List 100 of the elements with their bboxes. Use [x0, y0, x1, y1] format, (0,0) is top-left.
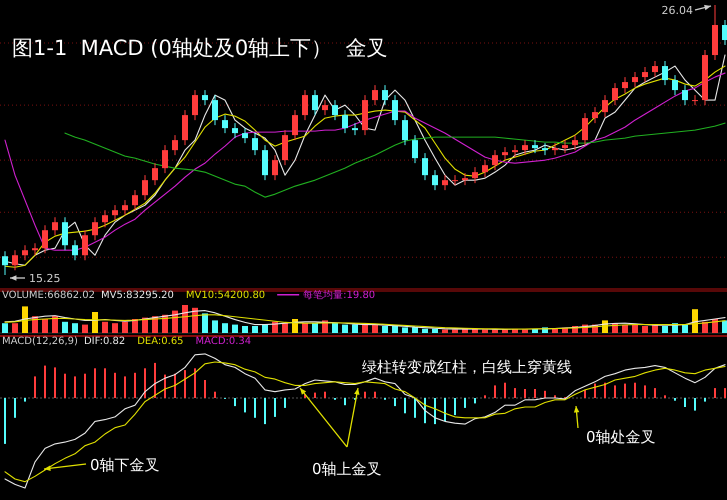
- bar: [524, 389, 526, 398]
- candlestick: [562, 140, 568, 154]
- candlestick: [252, 132, 258, 156]
- bar: [82, 324, 88, 333]
- bar: [122, 322, 128, 333]
- candlestick: [642, 66, 648, 83]
- bar: [374, 392, 376, 398]
- bar: [414, 398, 416, 418]
- bar: [482, 330, 488, 333]
- bar: [24, 398, 26, 402]
- bar: [404, 398, 406, 414]
- bar: [144, 368, 146, 398]
- candlestick: [682, 84, 688, 106]
- bar: [242, 326, 248, 333]
- candlestick: [512, 144, 518, 158]
- candlestick: [502, 146, 508, 161]
- bar: [22, 306, 28, 333]
- candlestick: [612, 82, 618, 106]
- bar: [132, 319, 138, 333]
- bar: [662, 326, 668, 333]
- bar: [382, 326, 388, 333]
- bar: [344, 398, 346, 406]
- bar: [714, 388, 716, 398]
- bar: [674, 398, 676, 401]
- bar: [112, 323, 118, 333]
- chart-title: VOLUME:66862.02: [2, 290, 95, 301]
- bar: [74, 376, 76, 398]
- candlestick: [142, 174, 148, 201]
- series-label: MV10:54200.80: [186, 290, 266, 301]
- annotation: 15.25: [29, 272, 60, 285]
- candlestick: [212, 94, 218, 126]
- bar: [504, 382, 506, 398]
- candlestick: [352, 122, 358, 136]
- bar: [402, 327, 408, 333]
- bar: [544, 390, 546, 398]
- candlestick: [402, 114, 408, 146]
- candlestick: [242, 128, 248, 144]
- bar: [314, 392, 316, 398]
- bar: [54, 367, 56, 398]
- candlestick: [542, 142, 548, 156]
- bar: [684, 398, 686, 407]
- bar: [72, 323, 78, 333]
- bar: [212, 320, 218, 333]
- bar: [234, 398, 236, 406]
- candlestick: [52, 216, 58, 236]
- bar: [654, 388, 656, 398]
- bar: [34, 376, 36, 398]
- bar: [594, 384, 596, 398]
- bar: [94, 368, 96, 398]
- candlestick: [332, 100, 338, 121]
- candlestick: [272, 154, 278, 181]
- text: DIF:0.82: [84, 336, 126, 347]
- candlestick: [42, 224, 48, 254]
- bar: [44, 366, 46, 398]
- text: 每笔均量:19.80: [303, 289, 376, 301]
- candlestick: [522, 140, 528, 156]
- candlestick: [722, 20, 727, 46]
- bar: [364, 392, 366, 398]
- candlestick: [672, 74, 678, 96]
- bar: [214, 392, 216, 398]
- bar: [724, 388, 726, 398]
- bar: [682, 324, 688, 333]
- bar: [642, 326, 648, 333]
- candlestick: [92, 216, 98, 241]
- candlestick: [222, 114, 228, 134]
- bar: [84, 374, 86, 398]
- text: MACD:0.34: [196, 336, 252, 347]
- bar: [664, 395, 666, 398]
- candlestick: [122, 200, 128, 216]
- bar: [604, 382, 606, 398]
- candlestick: [452, 174, 458, 186]
- bar: [362, 324, 368, 333]
- text: DEA:0.65: [137, 336, 184, 347]
- bar: [134, 372, 136, 398]
- candlestick: [132, 190, 138, 211]
- bar: [454, 398, 456, 416]
- bar: [484, 395, 486, 398]
- candlestick: [62, 216, 68, 251]
- bar: [264, 398, 266, 424]
- bar: [442, 330, 448, 333]
- candlestick: [692, 94, 698, 106]
- bar: [4, 398, 6, 444]
- candlestick: [592, 106, 598, 124]
- candlestick: [382, 84, 388, 106]
- bar: [302, 323, 308, 333]
- candlestick: [422, 152, 428, 181]
- bar: [182, 305, 188, 333]
- annotation: 0轴上金叉: [312, 460, 382, 478]
- chart-title: MACD(12,26,9): [2, 336, 78, 347]
- bar: [164, 374, 166, 398]
- bar: [392, 326, 398, 333]
- bar: [692, 309, 698, 333]
- bar: [312, 323, 318, 333]
- annotation: 0轴处金叉: [586, 428, 656, 446]
- bar: [722, 320, 727, 333]
- bar: [174, 374, 176, 398]
- candlestick: [232, 122, 238, 139]
- bar: [522, 330, 528, 333]
- bar: [552, 328, 558, 333]
- bar: [412, 327, 418, 333]
